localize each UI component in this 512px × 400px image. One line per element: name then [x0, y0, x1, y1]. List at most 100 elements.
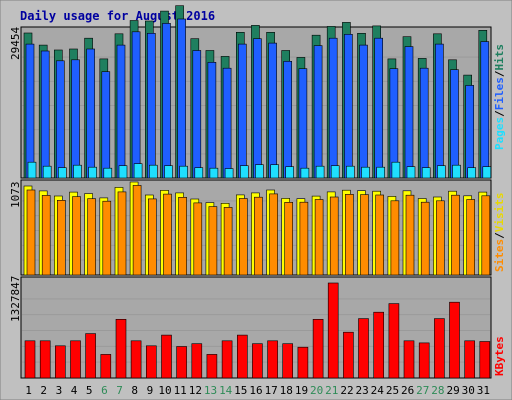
bar-files-day-23 — [359, 44, 368, 179]
hits-legend: Pages/Files/Hits — [493, 44, 506, 150]
sites-legend: Sites/Visits — [493, 193, 506, 273]
bar-pages-day-25 — [391, 161, 401, 179]
bar-files-day-16 — [253, 38, 262, 179]
day-label-28: 28 — [431, 384, 444, 397]
kbytes-ymax-label: 1327847 — [9, 276, 22, 322]
bar-sites-day-19 — [299, 201, 309, 276]
bar-sites-day-1 — [26, 189, 36, 276]
bar-files-day-3 — [55, 60, 65, 179]
bar-pages-day-10 — [164, 165, 173, 179]
bar-files-day-24 — [374, 37, 384, 179]
bar-kbytes-day-30 — [464, 340, 476, 379]
sites-ymax-label: 1073 — [9, 182, 22, 209]
bar-pages-day-21 — [330, 165, 340, 179]
bar-sites-day-15 — [239, 198, 248, 276]
bar-kbytes-day-19 — [297, 346, 309, 379]
day-label-26: 26 — [401, 384, 414, 397]
bar-pages-day-20 — [315, 165, 325, 179]
day-label-20: 20 — [310, 384, 323, 397]
bar-kbytes-day-31 — [479, 341, 491, 379]
day-label-2: 2 — [40, 384, 47, 397]
hits-ymax-label: 29454 — [9, 27, 22, 60]
bar-sites-day-21 — [329, 196, 339, 276]
legend-sites: Sites — [493, 239, 506, 272]
bar-sites-day-16 — [254, 196, 263, 276]
bar-pages-day-27 — [421, 167, 431, 179]
bar-kbytes-day-28 — [434, 318, 445, 379]
bar-files-day-20 — [313, 45, 323, 179]
legend-visits: Visits — [493, 193, 506, 233]
bar-pages-day-16 — [255, 164, 264, 179]
day-label-3: 3 — [56, 384, 63, 397]
bar-kbytes-day-14 — [221, 340, 233, 379]
day-label-11: 11 — [174, 384, 187, 397]
bar-kbytes-day-27 — [418, 342, 430, 379]
bar-pages-day-28 — [437, 165, 446, 179]
bar-kbytes-day-12 — [191, 343, 203, 379]
bar-sites-day-30 — [466, 199, 476, 276]
bar-sites-day-11 — [178, 197, 187, 276]
bar-pages-day-5 — [88, 166, 97, 179]
day-label-6: 6 — [101, 384, 108, 397]
bar-files-day-7 — [116, 44, 126, 179]
day-label-17: 17 — [265, 384, 278, 397]
bar-pages-day-23 — [361, 166, 370, 179]
day-label-9: 9 — [147, 384, 154, 397]
bar-sites-day-13 — [208, 206, 218, 276]
bar-kbytes-day-26 — [403, 340, 415, 379]
bar-sites-day-23 — [360, 194, 369, 276]
day-label-19: 19 — [295, 384, 308, 397]
bar-pages-day-22 — [346, 165, 355, 179]
bar-files-day-29 — [450, 69, 459, 179]
bar-pages-day-15 — [240, 165, 249, 179]
bar-pages-day-3 — [57, 167, 67, 179]
day-label-31: 31 — [477, 384, 490, 397]
bar-kbytes-day-21 — [327, 282, 339, 379]
bar-sites-day-9 — [148, 198, 157, 276]
bar-pages-day-19 — [300, 167, 310, 179]
bar-files-day-4 — [71, 59, 80, 179]
bar-pages-day-6 — [103, 167, 113, 179]
bar-sites-day-14 — [223, 207, 233, 276]
legend-separator: / — [493, 70, 506, 77]
day-label-30: 30 — [462, 384, 475, 397]
day-label-24: 24 — [371, 384, 385, 397]
bar-kbytes-day-9 — [146, 345, 157, 379]
bar-sites-day-5 — [87, 198, 96, 276]
bar-files-day-25 — [389, 68, 399, 179]
bar-sites-day-8 — [132, 185, 142, 276]
bar-files-day-21 — [328, 37, 338, 179]
bar-files-day-17 — [268, 42, 277, 179]
sites-panel: 1073 Sites/Visits — [9, 179, 506, 276]
bar-pages-day-1 — [27, 161, 37, 179]
bar-kbytes-day-3 — [54, 345, 66, 379]
day-label-14: 14 — [219, 384, 233, 397]
day-label-10: 10 — [158, 384, 171, 397]
bar-sites-day-2 — [41, 195, 51, 276]
bar-sites-day-7 — [117, 191, 127, 276]
bar-sites-day-24 — [375, 194, 385, 276]
bar-pages-day-29 — [452, 164, 461, 179]
bar-files-day-9 — [147, 32, 156, 179]
bar-files-day-19 — [298, 68, 308, 179]
day-label-8: 8 — [131, 384, 138, 397]
bar-files-day-2 — [40, 50, 50, 179]
day-label-27: 27 — [416, 384, 429, 397]
kbytes-panel: 1327847 KBytes — [9, 276, 506, 379]
bar-kbytes-day-20 — [312, 318, 324, 379]
day-label-4: 4 — [71, 384, 78, 397]
bar-files-day-13 — [207, 61, 217, 179]
bar-sites-day-22 — [345, 194, 354, 276]
svg-text:Sites/Visits: Sites/Visits — [493, 193, 506, 273]
bar-pages-day-4 — [73, 164, 82, 179]
legend-kbytes: KBytes — [493, 336, 506, 376]
bar-kbytes-day-29 — [449, 301, 460, 379]
bar-sites-day-4 — [72, 196, 81, 276]
bar-sites-day-26 — [405, 194, 415, 276]
legend-hits: Hits — [493, 44, 506, 71]
legend-pages: Pages — [493, 117, 506, 150]
bar-files-day-6 — [101, 71, 111, 179]
bar-files-day-1 — [25, 43, 35, 179]
bar-sites-day-29 — [451, 194, 460, 276]
day-label-18: 18 — [280, 384, 293, 397]
